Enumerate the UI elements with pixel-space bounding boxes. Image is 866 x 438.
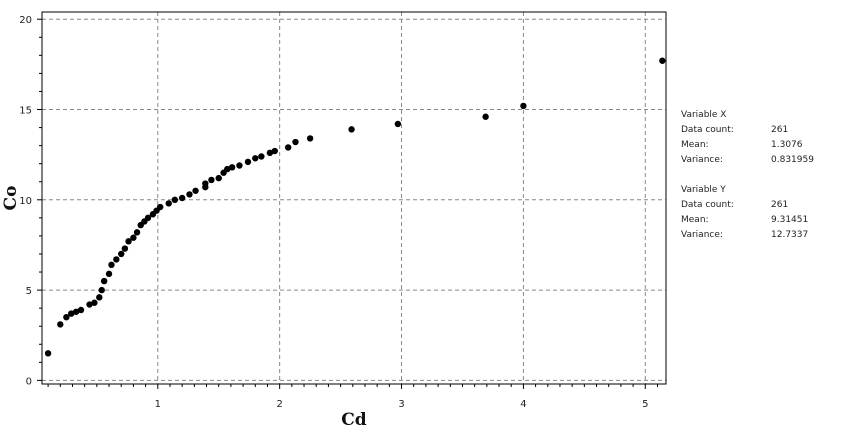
- data-point: [252, 155, 259, 162]
- stat-row: Data count: 261: [681, 198, 861, 213]
- data-point: [266, 149, 274, 157]
- data-point: [165, 200, 172, 207]
- x-tick-label: 2: [276, 399, 282, 410]
- data-point: [178, 194, 186, 202]
- data-point: [44, 350, 52, 357]
- data-point: [171, 196, 179, 204]
- data-point: [105, 270, 113, 278]
- data-point: [77, 306, 85, 314]
- data-point: [121, 245, 129, 252]
- data-point: [144, 214, 152, 222]
- stat-value: 12.7337: [771, 230, 809, 240]
- x-tick-label: 5: [642, 399, 648, 410]
- y-tick-label: 15: [19, 106, 32, 117]
- x-tick-label: 3: [398, 399, 404, 410]
- variable-x-heading: Variable X: [681, 110, 727, 120]
- gridlines: [42, 12, 666, 384]
- data-point: [57, 321, 64, 328]
- data-point: [72, 308, 80, 315]
- stat-value: 0.831959: [771, 155, 814, 165]
- data-point: [113, 256, 120, 263]
- stat-row: Data count: 261: [681, 123, 861, 138]
- data-point: [244, 158, 252, 166]
- data-point: [96, 294, 103, 301]
- stat-row: Mean: 1.3076: [681, 138, 861, 153]
- x-tick-label: 1: [155, 399, 161, 410]
- data-point: [186, 191, 193, 198]
- data-point: [236, 162, 243, 169]
- data-point: [68, 310, 75, 317]
- x-tick-label: 4: [520, 399, 526, 410]
- stat-label: Variance:: [681, 155, 723, 165]
- data-point: [157, 203, 164, 211]
- data-point: [284, 144, 292, 151]
- data-point: [202, 180, 209, 187]
- data-point: [224, 165, 231, 173]
- data-point: [130, 234, 137, 241]
- axis-ticks: 1 2 3 4 5 0 5 10 15 20: [19, 15, 658, 410]
- data-point: [659, 57, 666, 64]
- data-point: [258, 153, 265, 160]
- y-tick-label: 0: [26, 376, 32, 387]
- data-point: [133, 229, 141, 236]
- data-point: [125, 238, 132, 245]
- y-axis-title: Co: [1, 186, 21, 211]
- data-point: [208, 176, 215, 184]
- stat-row: Variance: 12.7337: [681, 228, 861, 243]
- data-point: [271, 147, 278, 155]
- stat-label: Data count:: [681, 200, 734, 210]
- data-point: [86, 301, 93, 308]
- stat-value: 9.31451: [771, 215, 809, 225]
- variable-x-stats: Variable X Data count: 261 Mean: 1.3076 …: [681, 108, 861, 168]
- stat-label: Mean:: [681, 140, 709, 150]
- data-point: [482, 113, 489, 120]
- plot-frame: [41, 11, 667, 385]
- statistics-panel: Variable X Data count: 261 Mean: 1.3076 …: [681, 108, 861, 258]
- data-point: [215, 174, 222, 182]
- data-point: [118, 250, 125, 258]
- data-point: [63, 313, 70, 321]
- data-point: [91, 299, 98, 306]
- data-point: [192, 187, 199, 194]
- stat-row: Mean: 9.31451: [681, 213, 861, 228]
- stat-row: Variance: 0.831959: [681, 153, 861, 168]
- data-point: [394, 120, 402, 128]
- stat-label: Mean:: [681, 215, 709, 225]
- data-point: [306, 135, 314, 142]
- variable-y-heading: Variable Y: [681, 185, 726, 195]
- stat-label: Variance:: [681, 230, 723, 240]
- y-tick-label: 10: [19, 196, 32, 207]
- stat-value: 261: [771, 125, 789, 135]
- data-point: [108, 261, 115, 269]
- data-point: [100, 277, 108, 285]
- data-point: [292, 138, 299, 146]
- variable-y-stats: Variable Y Data count: 261 Mean: 9.31451…: [681, 183, 861, 243]
- data-point: [98, 286, 105, 294]
- data-point: [348, 126, 355, 133]
- y-tick-label: 5: [26, 286, 32, 297]
- x-axis-title: Cd: [341, 410, 367, 430]
- data-point: [520, 102, 527, 110]
- stat-label: Data count:: [681, 125, 734, 135]
- data-point: [228, 164, 236, 171]
- data-points: [44, 57, 666, 357]
- stat-value: 261: [771, 200, 789, 210]
- stat-value: 1.3076: [771, 140, 803, 150]
- y-tick-label: 20: [19, 15, 32, 26]
